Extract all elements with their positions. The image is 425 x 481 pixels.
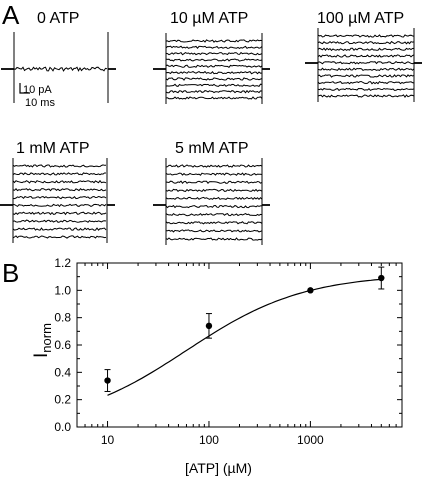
trace-label-1: 10 µM ATP xyxy=(170,10,248,27)
data-point xyxy=(378,274,385,282)
sweep xyxy=(317,47,415,52)
sweep xyxy=(12,235,107,239)
sweep xyxy=(165,51,263,56)
sweep xyxy=(12,195,107,200)
y-tick-label: 1.2 xyxy=(54,256,71,270)
data-point xyxy=(104,377,111,384)
sweep xyxy=(165,213,263,217)
trace-group-0 xyxy=(1,32,116,103)
sweep xyxy=(12,164,106,168)
trace-label-3: 1 mM ATP xyxy=(16,140,90,157)
trace-group-3 xyxy=(0,158,115,243)
panel-a-label: A xyxy=(2,0,20,30)
sweep xyxy=(165,221,263,225)
trace-group-4 xyxy=(153,158,270,245)
sweep xyxy=(165,204,263,209)
sweep xyxy=(165,39,263,43)
x-tick-label: 1000 xyxy=(297,433,324,447)
sweep xyxy=(317,80,415,85)
sweep xyxy=(165,77,263,81)
data-point xyxy=(307,287,314,294)
panel-b-label: B xyxy=(2,258,19,288)
sweep xyxy=(165,188,263,192)
sweep xyxy=(165,83,263,88)
sweep xyxy=(165,70,263,75)
sweep xyxy=(165,96,263,100)
sweep xyxy=(165,196,263,201)
y-axis-label-sub: norm xyxy=(39,323,54,353)
sweep xyxy=(317,94,415,98)
sweep xyxy=(12,172,106,176)
sweep xyxy=(12,203,107,208)
y-axis-label-main: I xyxy=(31,353,52,358)
sweep xyxy=(12,187,107,192)
plot-frame xyxy=(76,262,403,428)
sweep xyxy=(12,219,107,223)
sweep xyxy=(166,229,263,233)
y-tick-label: 1.0 xyxy=(54,283,71,297)
y-tick-label: 0.6 xyxy=(54,338,71,352)
sweep xyxy=(317,87,415,92)
sweep xyxy=(165,180,263,184)
y-tick-label: 0.0 xyxy=(54,420,71,434)
sweep xyxy=(165,89,263,94)
scale-bar-time: 10 ms xyxy=(25,97,55,109)
sweep xyxy=(165,45,263,50)
trace-group-2 xyxy=(305,28,422,102)
sweep xyxy=(317,40,415,45)
sweep xyxy=(13,66,108,72)
y-tick-label: 0.8 xyxy=(54,311,71,325)
scale-bar: 10 pA 10 ms xyxy=(19,83,55,109)
scale-bar-current: 10 pA xyxy=(23,84,52,96)
current-traces xyxy=(0,28,422,245)
sweep xyxy=(165,58,263,62)
x-tick-label: 10 xyxy=(101,433,115,447)
sweep xyxy=(165,172,263,176)
y-tick-label: 0.2 xyxy=(54,393,71,407)
sweep xyxy=(317,60,415,65)
trace-label-2: 100 µM ATP xyxy=(317,10,404,27)
sweep xyxy=(12,227,107,231)
sweep xyxy=(12,211,107,216)
data-point xyxy=(205,322,213,330)
sweep xyxy=(165,64,263,68)
sweep xyxy=(317,54,415,58)
x-tick-label: 100 xyxy=(199,433,219,447)
trace-label-4: 5 mM ATP xyxy=(175,140,249,157)
sweep xyxy=(317,34,415,38)
sweep xyxy=(317,67,415,72)
sweep xyxy=(165,237,263,241)
trace-group-1 xyxy=(153,33,270,104)
x-axis-label: [ATP] (µM) xyxy=(185,460,252,476)
y-tick-label: 0.4 xyxy=(54,365,71,379)
sweep xyxy=(317,74,415,78)
dose-response-chart: 0.0 0.2 0.4 0.6 0.8 1.0 1.2 10 100 1000 xyxy=(54,256,403,447)
sweep xyxy=(12,179,107,184)
trace-label-0: 0 ATP xyxy=(37,10,79,27)
y-axis-label: Inorm xyxy=(31,323,54,358)
fit-curve xyxy=(107,278,382,396)
sweep xyxy=(165,164,263,168)
